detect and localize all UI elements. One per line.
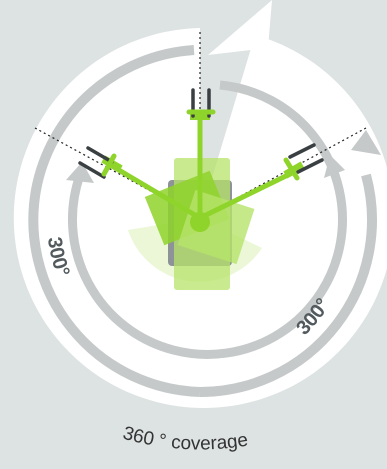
outer-ring-right-arrow <box>199 173 377 397</box>
coverage-caption: 360 ° coverage <box>121 423 250 455</box>
sensor-arms <box>109 115 297 221</box>
prong-collars <box>101 109 300 181</box>
inner-ring-arrow-left <box>66 162 94 183</box>
right-ring-arrowhead <box>351 130 381 155</box>
outer-ring-left-arrow <box>28 45 201 397</box>
base-unit <box>144 158 255 290</box>
inner-ring <box>68 80 347 359</box>
disc-arrowhead <box>208 0 272 55</box>
inner-ring-arrow-right <box>324 155 345 178</box>
